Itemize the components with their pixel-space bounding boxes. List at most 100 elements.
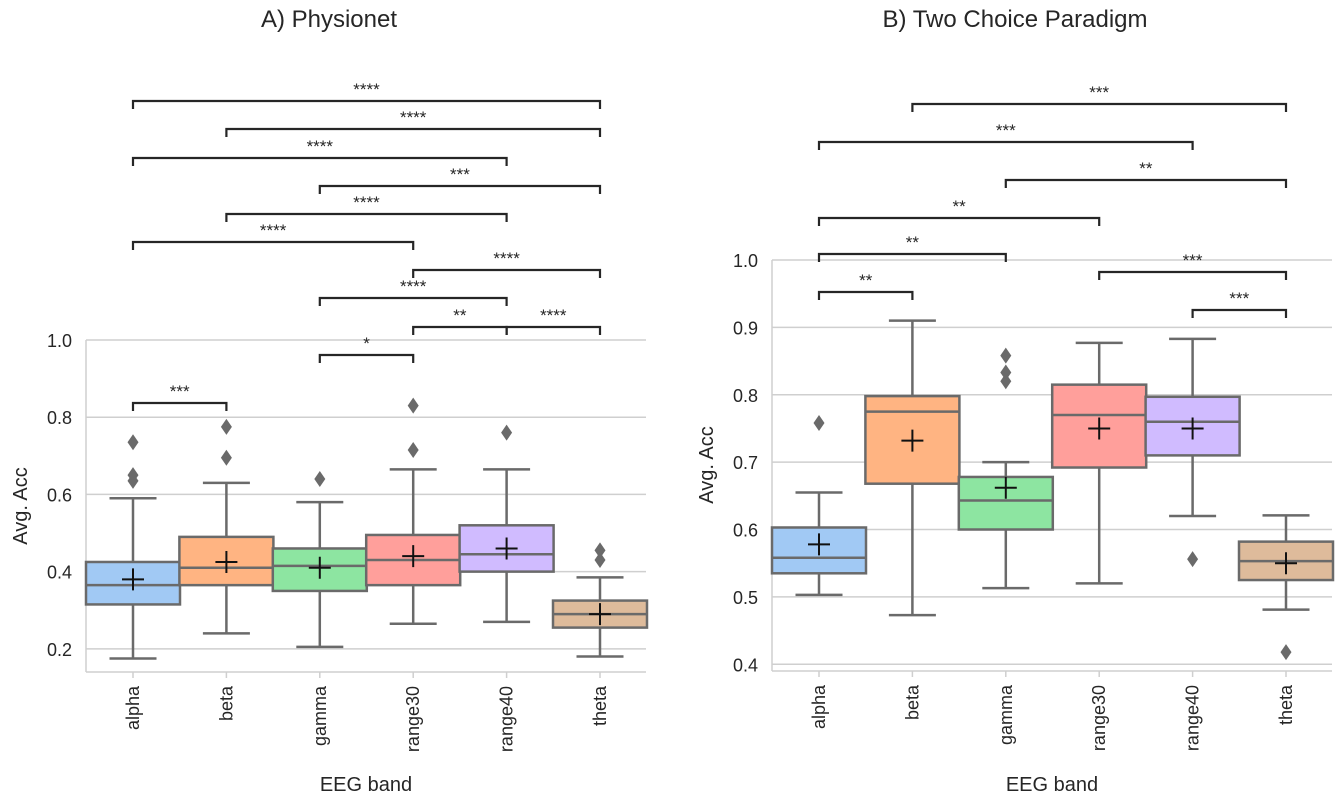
significance-bracket: ** [817,197,1101,226]
box-range30 [364,397,462,625]
significance-label: **** [540,306,567,325]
mean-marker [215,550,238,573]
bracket-line [225,212,508,222]
significance-bracket: **** [505,306,602,335]
y-tick-label: 0.9 [733,318,758,338]
outlier-point [1280,644,1292,661]
significance-label: * [363,334,370,353]
panel-b: B) Two Choice Paradigm Avg. Acc EEG band… [696,6,1335,796]
significance-label: ** [1139,159,1153,178]
significance-label: **** [353,193,380,212]
bracket-line [225,127,602,137]
box-range40 [458,424,555,624]
box-gamma [271,470,369,649]
y-tick-label: 0.6 [47,485,72,505]
y-tick-label: 0.4 [733,655,758,675]
mean-marker [1088,417,1111,440]
significance-label: ** [906,233,920,252]
bracket-line [131,99,602,109]
mean-marker [308,556,331,579]
y-tick-label: 1.0 [733,251,758,271]
x-tick-label: alpha [123,685,143,730]
bracket-line [131,401,228,411]
outlier-point [127,467,139,484]
box-beta [178,418,275,635]
significance-bracket: **** [225,108,602,137]
x-tick-label: alpha [809,684,829,729]
bracket-line [911,102,1288,112]
y-tick-label: 0.7 [733,453,758,473]
outlier-point [813,415,825,432]
bracket-line [412,325,508,335]
significance-bracket: **** [318,277,508,306]
outlier-point [594,542,606,559]
significance-bracket: * [318,334,415,363]
significance-label: **** [493,249,520,268]
y-axis-label: Avg. Acc [696,426,718,503]
mean-marker [122,568,144,591]
significance-label: *** [996,121,1016,140]
box-theta [551,542,649,658]
y-tick-label: 0.8 [733,386,758,406]
x-tick-label: range40 [1183,685,1203,751]
box-theta [1237,514,1335,661]
box-range40 [1144,337,1241,568]
box-alpha [770,415,868,597]
panel-a: A) Physionet Avg. Acc EEG band 0.2 0.4 0.6… [10,6,649,796]
significance-bracket: **** [412,249,602,278]
mean-marker [402,545,425,568]
significance-bracket: *** [817,121,1194,150]
outlier-point [127,434,139,451]
outlier-point [1000,347,1012,364]
mean-marker [901,429,924,452]
bracket-line [1004,178,1288,188]
significance-bracket: ** [412,306,508,335]
y-tick-label: 0.8 [47,408,72,428]
x-tick-label: range30 [403,686,423,752]
x-axis-label: EEG band [1006,774,1098,796]
x-tick-label: theta [1276,684,1296,725]
mean-marker [808,533,830,556]
box-beta [864,319,961,617]
bracket-line [318,184,602,194]
x-tick-label: theta [590,685,610,726]
significance-label: *** [1229,289,1249,308]
bracket-line [817,290,914,300]
x-tick-label: range40 [497,686,517,752]
significance-bracket: ** [817,233,1007,262]
bracket-line [817,252,1007,262]
significance-bracket: **** [131,80,602,109]
outlier-point [407,397,419,414]
significance-label: **** [400,277,427,296]
y-tick-label: 0.2 [47,640,72,660]
significance-label: *** [1089,83,1109,102]
bracket-line [131,240,415,250]
significance-bracket: **** [225,193,508,222]
chart-title: B) Two Choice Paradigm [882,6,1147,33]
significance-label: *** [1183,251,1203,270]
y-tick-label: 0.5 [733,588,758,608]
bracket-line [318,296,508,306]
y-tick-label: 1.0 [47,331,72,351]
bracket-line [412,268,602,278]
box-gamma [957,347,1055,590]
significance-label: ** [952,197,966,216]
mean-marker [495,537,518,560]
significance-bracket: **** [131,221,415,250]
bracket-line [1191,308,1288,318]
outlier-point [1000,373,1012,390]
significance-label: **** [353,80,380,99]
bracket-line [1098,270,1288,280]
significance-label: **** [307,137,334,156]
outlier-point [314,470,326,487]
chart-title: A) Physionet [261,6,397,33]
bracket-line [318,353,415,363]
mean-marker [589,603,611,626]
significance-label: *** [450,165,470,184]
significance-bracket: ** [817,271,914,300]
significance-label: ** [859,271,873,290]
outlier-point [1187,551,1199,568]
x-tick-label: gamma [310,685,330,746]
x-axis-label: EEG band [320,774,412,796]
